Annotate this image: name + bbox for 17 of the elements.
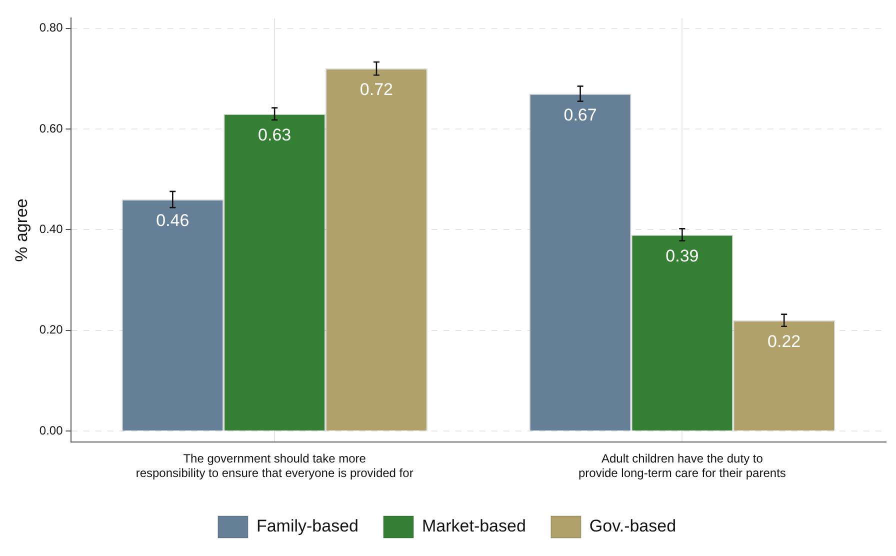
data-label: 0.72: [360, 80, 394, 100]
data-label: 0.63: [258, 126, 292, 145]
data-label: 0.22: [768, 332, 801, 352]
y-tick-label: 0.20: [39, 322, 64, 337]
x-tick-label: Adult children have the duty to provide long-term care for their parents: [578, 452, 786, 480]
y-tick-label: 0.40: [39, 222, 64, 236]
data-label: 0.67: [564, 105, 597, 124]
legend-label: Market-based: [422, 516, 526, 536]
data-label: 0.46: [156, 211, 190, 230]
x-tick-label: The government should take more responsibility to ensure that everyone is provided for: [136, 452, 414, 480]
data-label: 0.39: [666, 246, 699, 266]
y-axis-title: % agree: [12, 198, 31, 262]
y-tick-label: 0.00: [39, 423, 64, 438]
y-tick-label: 0.60: [39, 121, 64, 136]
y-tick-label: 0.80: [39, 20, 64, 35]
legend-label: Family-based: [256, 516, 359, 536]
legend-label: Gov.-based: [589, 516, 676, 536]
